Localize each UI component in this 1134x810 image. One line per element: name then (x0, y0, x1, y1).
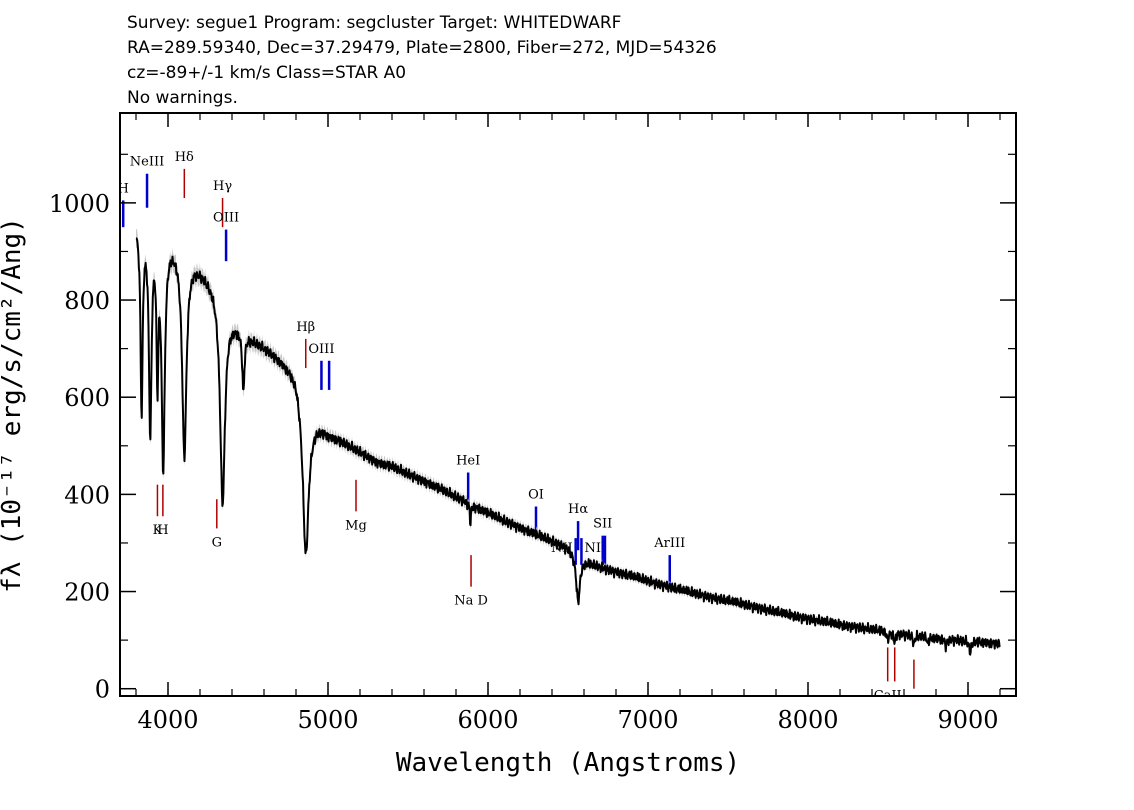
y-tick-label: 400 (64, 481, 110, 509)
line-marker-label: OI (528, 488, 544, 503)
spectrum-error-band (136, 228, 1000, 657)
line-marker-label: Na D (454, 594, 488, 609)
line-marker-label: SII (593, 517, 612, 532)
x-tick-label: 9000 (937, 706, 998, 734)
x-tick-label: 7000 (617, 706, 678, 734)
spectrum-series (135, 228, 1001, 657)
y-tick-label: 1000 (49, 190, 110, 218)
line-marker-label: K (153, 523, 163, 538)
x-tick-label: 4000 (137, 706, 198, 734)
plot-frame (119, 112, 1017, 697)
header-line-3: cz=-89+/-1 km/s Class=STAR A0 (127, 63, 406, 83)
spectrum-line (135, 237, 1001, 656)
line-marker-label: HeI (456, 454, 480, 469)
header-line-2: RA=289.59340, Dec=37.29479, Plate=2800, … (127, 38, 717, 58)
line-marker-label: OIII (213, 211, 239, 226)
y-tick-label: 0 (95, 676, 110, 704)
line-marker-label: H (118, 181, 129, 196)
line-marker-label: Hα (568, 502, 588, 517)
line-marker-label: G (212, 535, 222, 550)
line-marker-label: OIII (308, 342, 334, 357)
line-marker-label: Hγ (213, 179, 232, 194)
axis-ticks: 4000 5000 6000 7000 8000 9000 0 200 400 600 800 100… (49, 113, 1016, 734)
y-tick-label: 200 (64, 579, 110, 607)
x-tick-label: 8000 (777, 706, 838, 734)
header-line-1: Survey: segue1 Program: segcluster Targe… (127, 13, 621, 33)
line-marker-label: Hδ (175, 150, 194, 165)
line-marker-label: H (157, 523, 168, 538)
line-marker-label: Mg (345, 518, 367, 533)
line-marker-label: CaII (874, 688, 902, 703)
x-tick-label: 5000 (297, 706, 358, 734)
y-tick-label: 600 (64, 384, 110, 412)
x-axis-label: Wavelength (Angstroms) (396, 748, 740, 778)
y-tick-label: 800 (64, 287, 110, 315)
line-markers: NeIIIHδHγOIIIHHβOIIIHeIOIHαNIINIISIIArII… (118, 150, 915, 703)
header-line-4: No warnings. (127, 88, 238, 108)
line-marker-label: NeIII (130, 155, 164, 170)
y-axis-label: fλ (10⁻¹⁷ erg/s/cm²/Ang) (0, 217, 27, 593)
x-tick-label: 6000 (457, 706, 518, 734)
line-marker-label: ArIII (653, 536, 685, 551)
line-marker-label: Hβ (296, 320, 315, 335)
line-marker-label: NII (584, 541, 606, 556)
